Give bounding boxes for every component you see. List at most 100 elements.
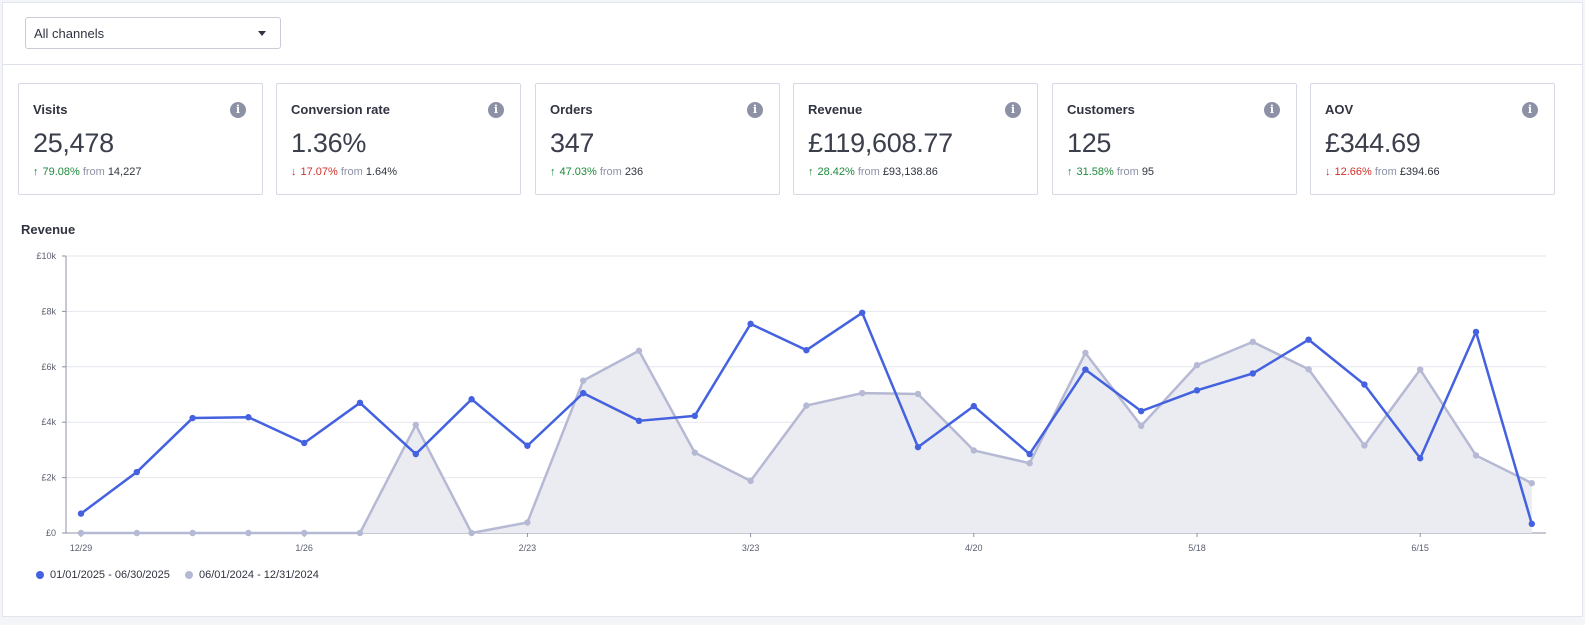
metric-value: 25,478 — [33, 128, 114, 158]
metric-title: Orders — [550, 102, 593, 117]
current-period-point — [1193, 387, 1201, 394]
metric-delta: ↑ 31.58% from 95 — [1067, 166, 1154, 178]
metric-card-conversion-rate[interactable]: Conversion rate i 1.36% ↓ 17.07% from 1.64% — [276, 83, 521, 195]
current-period-point — [691, 412, 698, 420]
previous-period-point — [1472, 452, 1480, 459]
info-icon[interactable]: i — [747, 102, 763, 118]
metric-change: 28.42% — [817, 166, 855, 178]
metric-delta: ↓ 17.07% from 1.64% — [291, 166, 397, 178]
metric-from-label: from — [340, 166, 363, 178]
metric-delta: ↓ 12.66% from £394.66 — [1325, 166, 1440, 178]
previous-period-point — [1361, 442, 1368, 449]
legend-label-previous: 06/01/2024 - 12/31/2024 — [198, 569, 319, 581]
metric-previous: £394.66 — [1399, 166, 1440, 178]
current-period-point — [412, 450, 419, 458]
previous-period-point — [1305, 366, 1312, 373]
chevron-down-icon — [258, 31, 266, 36]
current-period-point — [189, 414, 196, 422]
metric-value: £119,608.77 — [808, 128, 953, 158]
current-period-point — [1249, 370, 1257, 377]
metric-from-label: from — [82, 166, 105, 178]
previous-period-point — [189, 529, 196, 537]
arrow-up-icon: ↑ — [550, 166, 556, 178]
previous-period-point — [245, 529, 252, 537]
previous-period-point — [580, 377, 587, 384]
metric-value: 347 — [550, 128, 595, 158]
metric-card-visits[interactable]: Visits i 25,478 ↑ 79.08% from 14,227 — [18, 83, 263, 195]
metric-change: 31.58% — [1076, 166, 1114, 178]
metric-from-label: from — [1116, 166, 1139, 178]
metric-change: 47.03% — [559, 166, 597, 178]
current-period-point — [468, 396, 475, 403]
metric-card-customers[interactable]: Customers i 125 ↑ 31.58% from 95 — [1052, 83, 1297, 195]
metric-cards: Visits i 25,478 ↑ 79.08% from 14,227 Conver… — [18, 83, 1564, 195]
info-icon[interactable]: i — [488, 102, 504, 118]
metric-change: 12.66% — [1334, 166, 1372, 178]
previous-period-point — [1138, 422, 1145, 430]
metric-delta: ↑ 79.08% from 14,227 — [33, 166, 141, 178]
x-tick-label: 6/15 — [1411, 543, 1429, 553]
current-period-point — [1417, 455, 1424, 462]
previous-period-point — [77, 529, 85, 537]
previous-period-point — [635, 347, 643, 354]
metric-title: Visits — [33, 102, 68, 117]
current-period-point — [803, 346, 810, 354]
info-icon[interactable]: i — [1264, 102, 1280, 118]
metric-card-orders[interactable]: Orders i 347 ↑ 47.03% from 236 — [535, 83, 780, 195]
previous-period-point — [1082, 349, 1089, 357]
legend-swatch-current — [36, 571, 44, 579]
current-period-point — [635, 417, 643, 425]
previous-period-point — [412, 421, 419, 429]
legend-item-current[interactable]: 01/01/2025 - 06/30/2025 — [36, 569, 170, 581]
metric-from-label: from — [1374, 166, 1397, 178]
current-period-point — [970, 402, 977, 410]
metric-delta: ↑ 47.03% from 236 — [550, 166, 643, 178]
previous-period-point — [524, 519, 531, 526]
current-period-point — [133, 468, 140, 476]
current-period-point — [1082, 366, 1089, 373]
current-period-point — [914, 443, 922, 451]
previous-period-area — [81, 341, 1532, 533]
metric-from-label: from — [857, 166, 880, 178]
y-tick-label: £4k — [41, 417, 56, 427]
previous-period-point — [468, 529, 475, 537]
previous-period-point — [914, 390, 922, 398]
chart-title: Revenue — [21, 222, 76, 237]
metric-title: AOV — [1325, 102, 1354, 117]
info-icon[interactable]: i — [1005, 102, 1021, 118]
previous-period-point — [1249, 338, 1257, 346]
metric-change: 17.07% — [300, 166, 338, 178]
metric-previous: 236 — [624, 166, 644, 178]
x-tick-label: 3/23 — [742, 543, 760, 553]
arrow-up-icon: ↑ — [1067, 166, 1073, 178]
previous-period-point — [803, 402, 810, 409]
current-period-point — [77, 510, 85, 517]
current-period-point — [1026, 450, 1033, 458]
metric-previous: 14,227 — [107, 166, 142, 178]
current-period-point — [859, 309, 866, 316]
y-tick-label: £6k — [41, 362, 56, 372]
x-tick-label: 5/18 — [1188, 543, 1206, 553]
info-icon[interactable]: i — [1522, 102, 1538, 118]
info-icon[interactable]: i — [230, 102, 246, 118]
x-tick-label: 1/26 — [295, 543, 313, 553]
previous-period-point — [747, 477, 754, 485]
legend-item-previous[interactable]: 06/01/2024 - 12/31/2024 — [184, 569, 319, 581]
previous-period-point — [691, 449, 698, 456]
x-tick-label: 2/23 — [519, 543, 537, 553]
y-tick-label: £0 — [46, 528, 56, 538]
metric-value: £344.69 — [1325, 128, 1421, 158]
channel-select[interactable]: All channels — [25, 17, 281, 49]
x-tick-label: 12/29 — [70, 543, 93, 553]
metric-card-aov[interactable]: AOV i £344.69 ↓ 12.66% from £394.66 — [1310, 83, 1555, 195]
previous-period-point — [1417, 366, 1424, 373]
arrow-up-icon: ↑ — [808, 166, 814, 178]
legend-label-current: 01/01/2025 - 06/30/2025 — [50, 569, 170, 581]
y-tick-label: £2k — [41, 473, 56, 483]
metric-card-revenue[interactable]: Revenue i £119,608.77 ↑ 28.42% from £93,138… — [793, 83, 1038, 195]
y-tick-label: £8k — [41, 306, 56, 316]
previous-period-point — [133, 529, 140, 537]
metric-from-label: from — [599, 166, 622, 178]
y-tick-label: £10k — [36, 251, 56, 261]
